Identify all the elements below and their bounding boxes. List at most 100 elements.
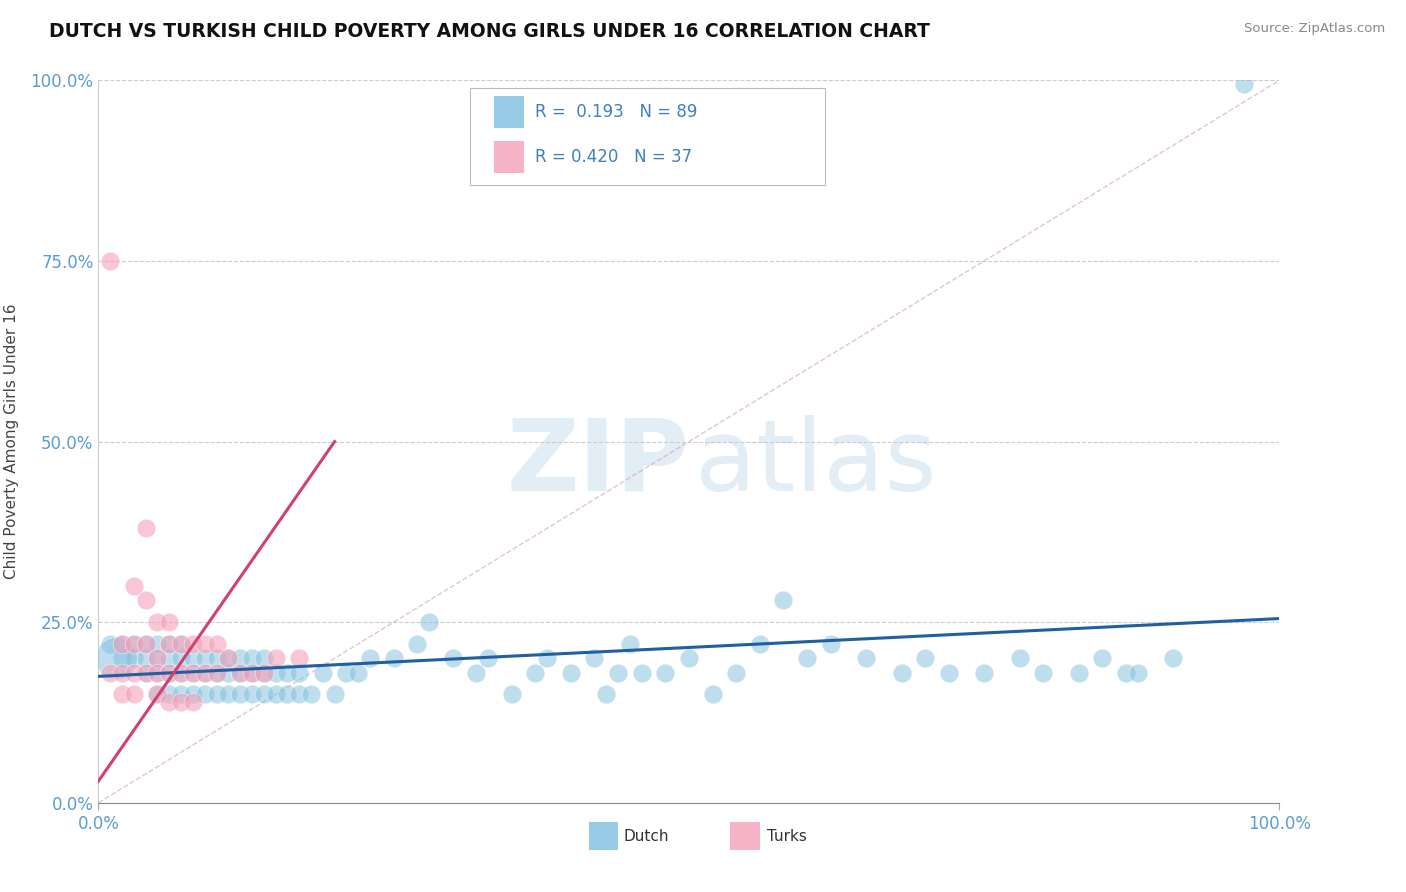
Point bbox=[264, 665, 287, 680]
Point bbox=[111, 651, 134, 665]
Point bbox=[170, 687, 193, 701]
Text: Source: ZipAtlas.com: Source: ZipAtlas.com bbox=[1244, 22, 1385, 36]
Point bbox=[772, 593, 794, 607]
Point bbox=[122, 687, 145, 701]
Point bbox=[229, 665, 252, 680]
Text: ZIP: ZIP bbox=[506, 415, 689, 512]
Point bbox=[194, 687, 217, 701]
Point bbox=[288, 665, 311, 680]
Point bbox=[501, 687, 523, 701]
Point bbox=[111, 687, 134, 701]
Point bbox=[583, 651, 606, 665]
Point bbox=[205, 687, 228, 701]
Point bbox=[240, 687, 263, 701]
Point bbox=[820, 637, 842, 651]
Point bbox=[347, 665, 370, 680]
Point bbox=[264, 687, 287, 701]
Point bbox=[253, 651, 276, 665]
Point bbox=[146, 637, 169, 651]
Point bbox=[146, 651, 169, 665]
Point bbox=[240, 651, 263, 665]
Point bbox=[135, 637, 157, 651]
Point bbox=[359, 651, 381, 665]
Point bbox=[441, 651, 464, 665]
Point bbox=[607, 665, 630, 680]
Point bbox=[194, 665, 217, 680]
Text: R = 0.420   N = 37: R = 0.420 N = 37 bbox=[536, 148, 693, 166]
Point bbox=[135, 665, 157, 680]
Point bbox=[678, 651, 700, 665]
Point bbox=[796, 651, 818, 665]
Point bbox=[146, 687, 169, 701]
Point bbox=[135, 665, 157, 680]
Point bbox=[146, 615, 169, 630]
Point bbox=[181, 665, 204, 680]
Text: DUTCH VS TURKISH CHILD POVERTY AMONG GIRLS UNDER 16 CORRELATION CHART: DUTCH VS TURKISH CHILD POVERTY AMONG GIR… bbox=[49, 22, 931, 41]
Point bbox=[914, 651, 936, 665]
Point bbox=[477, 651, 499, 665]
Point bbox=[276, 687, 298, 701]
Point bbox=[122, 665, 145, 680]
Point bbox=[157, 695, 180, 709]
Point bbox=[1032, 665, 1054, 680]
Point bbox=[157, 665, 180, 680]
Point bbox=[181, 651, 204, 665]
Point bbox=[157, 651, 180, 665]
Point bbox=[135, 593, 157, 607]
Point bbox=[111, 665, 134, 680]
Point bbox=[194, 637, 217, 651]
Point bbox=[536, 651, 558, 665]
Point bbox=[1067, 665, 1090, 680]
Point bbox=[1126, 665, 1149, 680]
Bar bbox=[494, 141, 523, 173]
Point bbox=[253, 665, 276, 680]
Point bbox=[1115, 665, 1137, 680]
Point bbox=[276, 665, 298, 680]
Point bbox=[98, 637, 121, 651]
Point bbox=[157, 615, 180, 630]
Point bbox=[98, 665, 121, 680]
Point bbox=[406, 637, 429, 651]
Point bbox=[1008, 651, 1031, 665]
Point bbox=[122, 637, 145, 651]
Point bbox=[630, 665, 652, 680]
Point bbox=[938, 665, 960, 680]
Point bbox=[135, 651, 157, 665]
Point bbox=[135, 521, 157, 535]
Point bbox=[560, 665, 582, 680]
Point bbox=[229, 651, 252, 665]
Point bbox=[299, 687, 322, 701]
Point bbox=[205, 665, 228, 680]
Point bbox=[524, 665, 547, 680]
Point bbox=[105, 651, 128, 665]
Point bbox=[146, 651, 169, 665]
Point bbox=[748, 637, 770, 651]
Point bbox=[264, 651, 287, 665]
Point bbox=[98, 253, 121, 268]
Point bbox=[1233, 77, 1256, 91]
Point bbox=[217, 687, 239, 701]
Point bbox=[181, 687, 204, 701]
Point bbox=[111, 637, 134, 651]
Point bbox=[725, 665, 748, 680]
Point bbox=[157, 637, 180, 651]
Point bbox=[170, 665, 193, 680]
Point bbox=[465, 665, 488, 680]
Point bbox=[170, 637, 193, 651]
Point bbox=[229, 687, 252, 701]
Point bbox=[595, 687, 617, 701]
Point bbox=[619, 637, 641, 651]
Point bbox=[205, 637, 228, 651]
Point bbox=[111, 637, 134, 651]
Y-axis label: Child Poverty Among Girls Under 16: Child Poverty Among Girls Under 16 bbox=[4, 304, 20, 579]
Point bbox=[181, 637, 204, 651]
Point bbox=[194, 665, 217, 680]
Point bbox=[146, 665, 169, 680]
Point bbox=[181, 695, 204, 709]
Point bbox=[335, 665, 357, 680]
Point bbox=[135, 637, 157, 651]
Point bbox=[170, 637, 193, 651]
Point bbox=[312, 665, 335, 680]
Point bbox=[157, 637, 180, 651]
Text: Turks: Turks bbox=[766, 829, 807, 844]
